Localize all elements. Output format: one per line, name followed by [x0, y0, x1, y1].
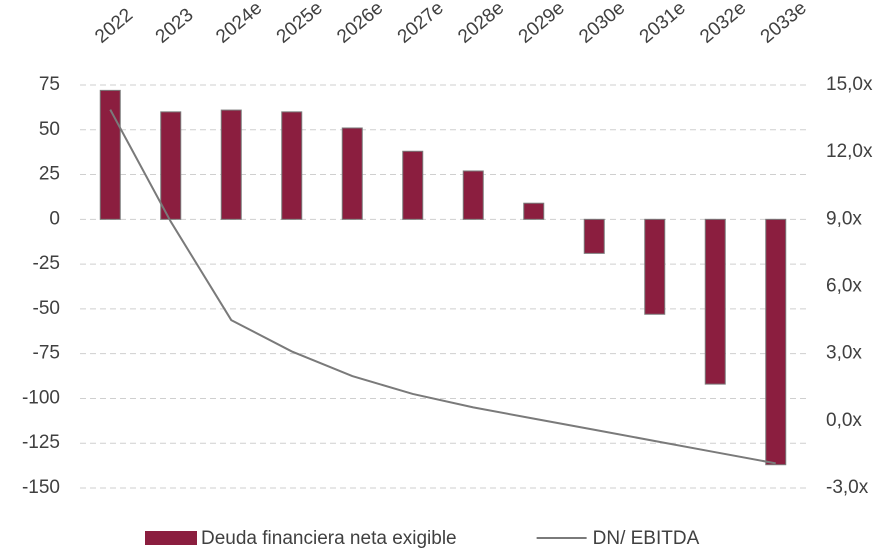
y-tick-label: -25 [33, 253, 60, 274]
y-tick-label: -125 [22, 432, 60, 453]
x-tick-label: 2022 [91, 4, 137, 47]
y-tick-label: 0 [49, 208, 60, 229]
bar [341, 127, 363, 220]
y-tick-label: -100 [22, 387, 60, 408]
bar [160, 111, 182, 220]
x-tick-label: 2025e [273, 0, 327, 48]
bar [281, 111, 303, 220]
y2-tick-label: 15,0x [826, 74, 873, 95]
x-tick-label: 2030e [575, 0, 629, 48]
y-tick-label: -75 [33, 343, 60, 364]
y-tick-label: -50 [33, 298, 60, 319]
y-tick-label: 50 [39, 119, 60, 140]
x-tick-label: 2028e [454, 0, 508, 48]
x-tick-label: 2027e [394, 0, 448, 48]
x-tick-label: 2031e [636, 0, 690, 48]
y-tick-label: 25 [39, 164, 60, 185]
bar [765, 218, 787, 466]
x-tick-label: 2026e [333, 0, 387, 48]
x-tick-label: 2033e [757, 0, 811, 48]
x-tick-label: 2029e [515, 0, 569, 48]
y2-tick-label: 0,0x [826, 410, 862, 431]
bar [704, 218, 726, 385]
bar [99, 89, 121, 220]
line [109, 109, 776, 465]
bar [402, 150, 424, 220]
legend-swatch [145, 531, 197, 545]
bar [644, 218, 666, 315]
x-tick-label: 2023 [152, 4, 198, 47]
y2-tick-label: 3,0x [826, 343, 862, 364]
legend-label: DN/ EBITDA [593, 528, 700, 549]
y2-tick-label: -3,0x [826, 477, 869, 498]
bar [220, 109, 242, 220]
y2-tick-label: 9,0x [826, 208, 862, 229]
bar [583, 218, 605, 254]
x-tick-label: 2032e [696, 0, 750, 48]
y2-tick-label: 6,0x [826, 276, 862, 297]
y-tick-label: 75 [39, 74, 60, 95]
y2-tick-label: 12,0x [826, 141, 873, 162]
x-tick-label: 2024e [212, 0, 266, 48]
legend-label: Deuda financiera neta exigible [201, 528, 457, 549]
y-tick-label: -150 [22, 477, 60, 498]
bar [523, 202, 545, 220]
bar [462, 170, 484, 220]
